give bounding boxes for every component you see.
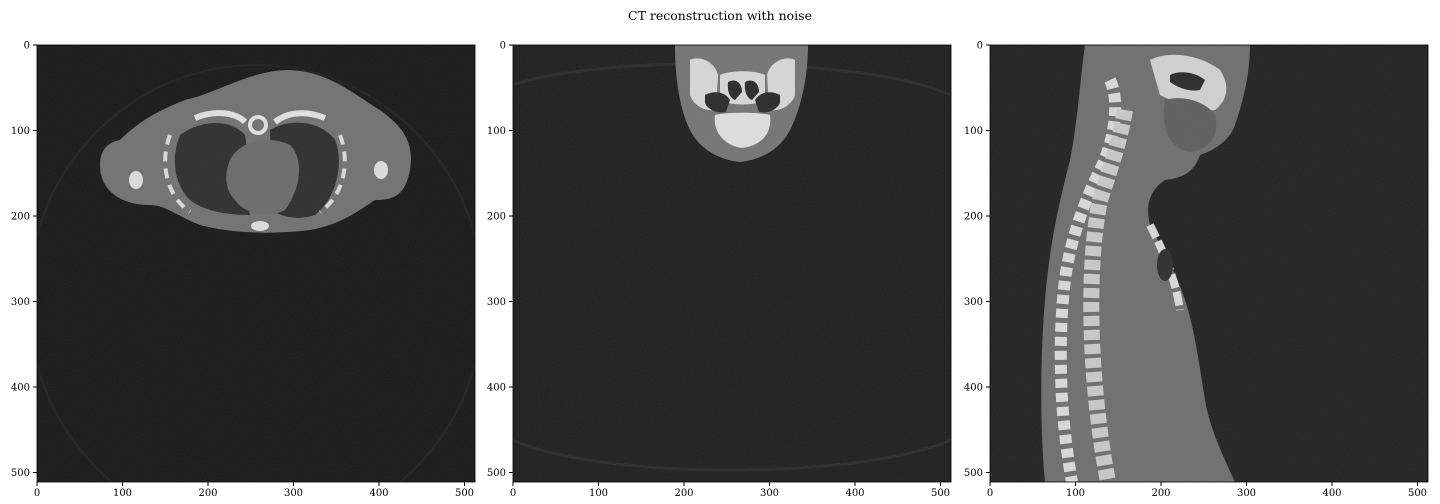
x-tick-label: 200 <box>1151 488 1170 499</box>
x-tick-label: 400 <box>1322 488 1341 499</box>
panel-coronal: 0 100 200 300 400 500 0 100 200 300 400 … <box>487 41 952 499</box>
axial-x-axis: 0 100 200 300 400 500 <box>34 482 474 499</box>
x-tick-label: 0 <box>34 488 40 499</box>
x-tick-label: 500 <box>931 488 950 499</box>
y-tick-label: 200 <box>11 212 30 223</box>
x-tick-label: 200 <box>198 488 217 499</box>
coronal-frame <box>512 44 952 483</box>
x-tick-label: 300 <box>1237 488 1256 499</box>
y-tick-label: 500 <box>964 468 983 479</box>
x-tick-label: 100 <box>113 488 132 499</box>
y-tick-label: 200 <box>487 212 506 223</box>
x-tick-label: 100 <box>589 488 608 499</box>
x-tick-label: 0 <box>510 488 516 499</box>
y-tick-label: 0 <box>24 41 30 52</box>
y-tick-label: 0 <box>500 41 506 52</box>
x-tick-label: 300 <box>760 488 779 499</box>
sagittal-image <box>990 45 1428 482</box>
x-tick-label: 400 <box>369 488 388 499</box>
y-tick-label: 400 <box>964 383 983 394</box>
y-tick-label: 300 <box>11 297 30 308</box>
sagittal-y-axis: 0 100 200 300 400 500 <box>964 41 990 479</box>
y-tick-label: 300 <box>964 297 983 308</box>
x-tick-label: 400 <box>845 488 864 499</box>
x-tick-label: 500 <box>1408 488 1427 499</box>
x-tick-label: 0 <box>987 488 993 499</box>
x-tick-label: 500 <box>455 488 474 499</box>
coronal-image <box>513 45 951 482</box>
panel-sagittal: 0 100 200 300 400 500 0 100 200 300 400 … <box>964 41 1429 499</box>
axial-frame <box>36 44 476 483</box>
y-tick-label: 100 <box>11 126 30 137</box>
x-tick-label: 300 <box>284 488 303 499</box>
y-tick-label: 500 <box>11 468 30 479</box>
y-tick-label: 100 <box>487 126 506 137</box>
x-tick-label: 200 <box>674 488 693 499</box>
coronal-x-axis: 0 100 200 300 400 500 <box>510 482 950 499</box>
y-tick-label: 100 <box>964 126 983 137</box>
figure-title: CT reconstruction with noise <box>628 8 812 23</box>
sagittal-frame <box>989 44 1429 483</box>
x-tick-label: 100 <box>1066 488 1085 499</box>
y-tick-label: 200 <box>964 212 983 223</box>
y-tick-label: 300 <box>487 297 506 308</box>
axial-y-axis: 0 100 200 300 400 500 <box>11 41 37 479</box>
y-tick-label: 400 <box>11 383 30 394</box>
y-tick-label: 400 <box>487 383 506 394</box>
panel-axial: 0 100 200 300 400 500 0 100 200 300 400 … <box>11 41 476 499</box>
axial-image <box>37 45 475 482</box>
coronal-y-axis: 0 100 200 300 400 500 <box>487 41 513 479</box>
y-tick-label: 500 <box>487 468 506 479</box>
y-tick-label: 0 <box>977 41 983 52</box>
sagittal-x-axis: 0 100 200 300 400 500 <box>987 482 1427 499</box>
